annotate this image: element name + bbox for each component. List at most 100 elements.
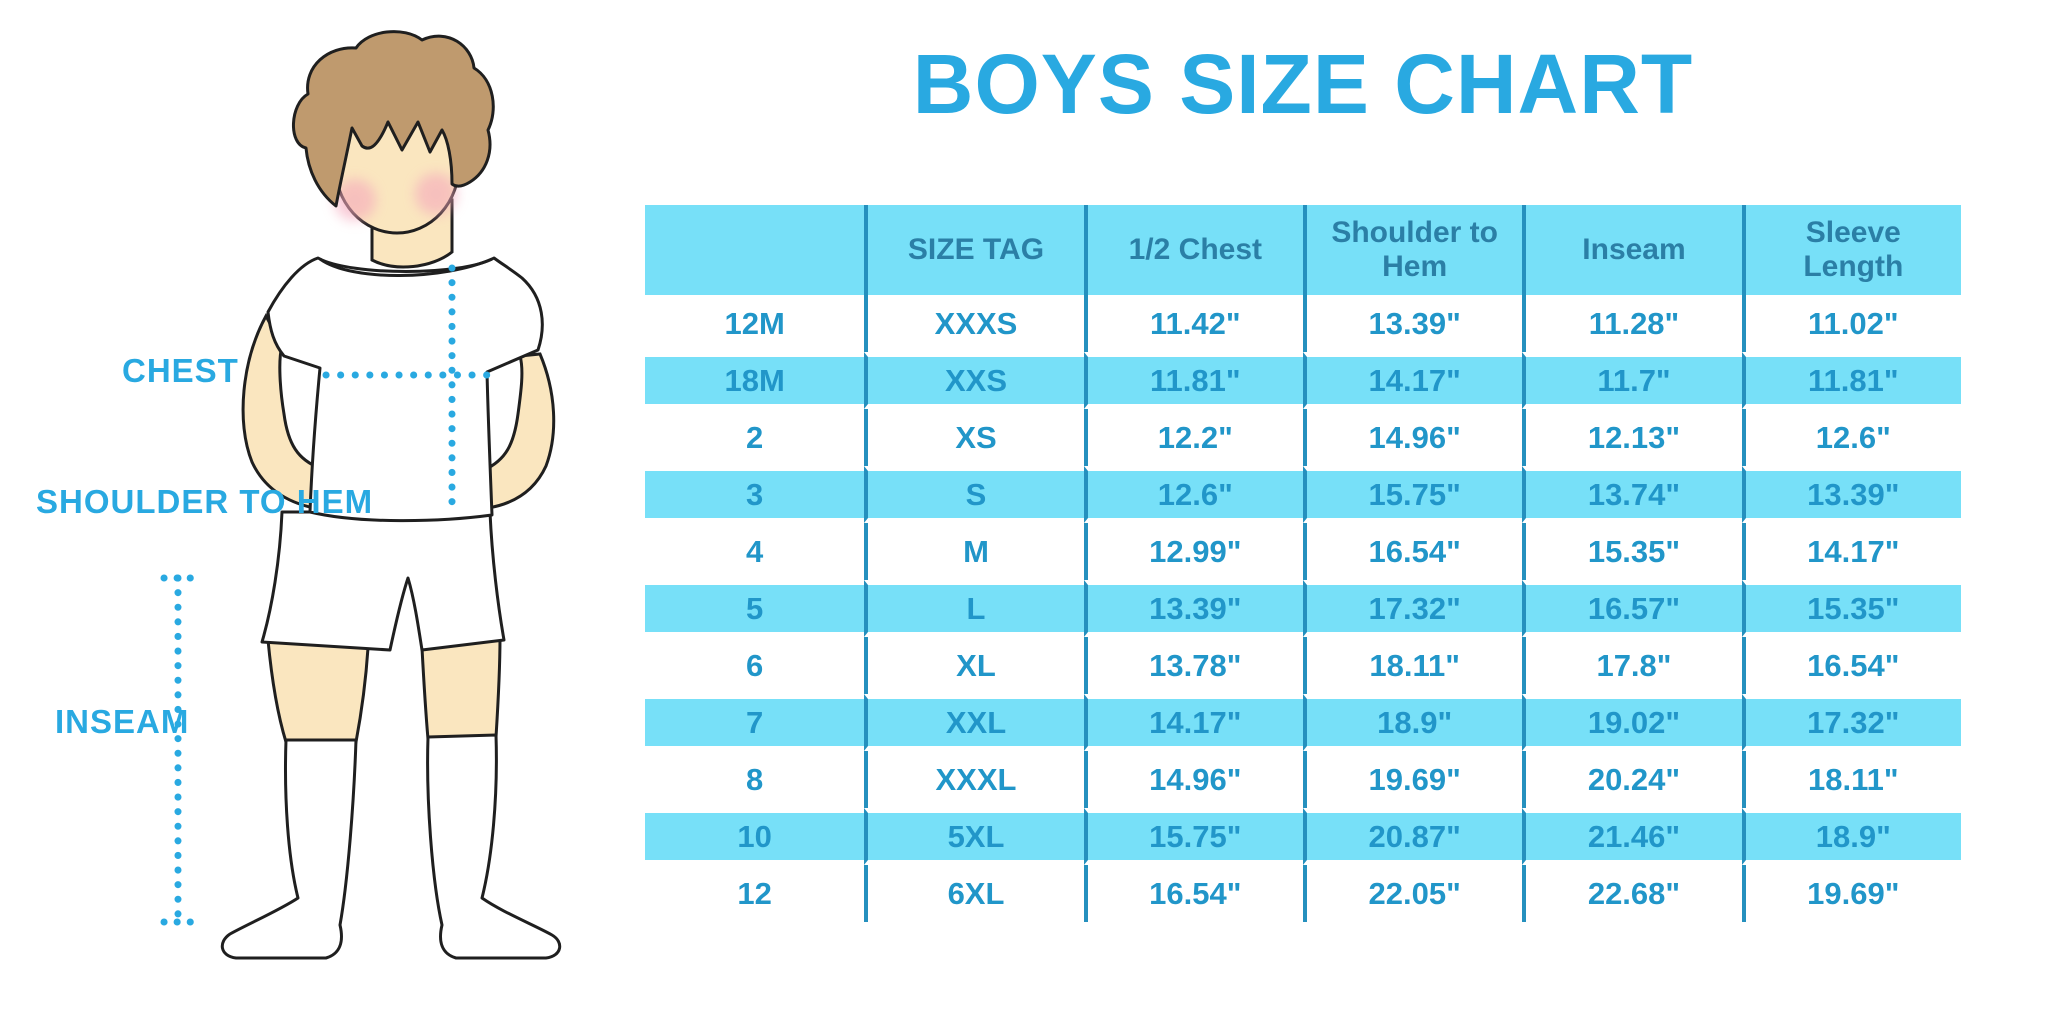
table-row-5: 5 L 13.39" 17.32" 16.57" 15.35": [645, 580, 1961, 637]
table-row-6: 6 XL 13.78" 18.11" 17.8" 16.54": [645, 637, 1961, 694]
measurement-cell: 17.32": [1302, 580, 1523, 637]
column-header-shoulder-to-hem: Shoulder to Hem: [1302, 205, 1523, 295]
column-header-blank: [645, 205, 865, 295]
table-row-18m: 18M XXS 11.81" 14.17" 11.7" 11.81": [645, 352, 1961, 409]
boy-leg-right: [420, 636, 502, 741]
shoulder-to-hem-label: SHOULDER TO HEM: [36, 483, 374, 520]
column-header-size-tag: SIZE TAG: [864, 205, 1084, 295]
table-row-3: 3 S 12.6" 15.75" 13.74" 13.39": [645, 466, 1961, 523]
measurement-cell: 19.69": [1741, 865, 1961, 922]
measurement-cell: 13.39": [1741, 466, 1961, 523]
boy-sock-left: [220, 738, 358, 960]
boy-hair: [292, 30, 495, 208]
measurement-cell: 14.17": [1083, 694, 1303, 751]
measurement-cell: 16.54": [1083, 865, 1303, 922]
measurement-cell: 22.68": [1522, 865, 1742, 922]
measurement-cell: 6XL: [864, 865, 1084, 922]
table-row-12m: 12M XXXS 11.42" 13.39" 11.28" 11.02": [645, 295, 1961, 352]
size-table-header-row: SIZE TAG 1/2 Chest Shoulder to Hem Inseam Sl…: [645, 205, 1961, 295]
boy-illustration: [160, 30, 562, 960]
boy-leg-left: [266, 638, 370, 744]
boy-shorts: [260, 510, 506, 652]
measurement-cell: XL: [864, 637, 1084, 694]
boy-arm-right: [482, 352, 556, 510]
measurement-cell: 15.75": [1302, 466, 1523, 523]
size-cell: 6: [645, 637, 865, 694]
measurement-cell: 21.46": [1522, 808, 1742, 865]
measurement-cell: 19.69": [1302, 751, 1523, 808]
measurement-cell: L: [864, 580, 1084, 637]
measurement-cell: 11.7": [1522, 352, 1742, 409]
measurement-cell: 17.32": [1741, 694, 1961, 751]
size-cell: 12: [645, 865, 865, 922]
boy-shirt-collar: [319, 257, 493, 277]
inseam-measure-line: [160, 574, 204, 926]
column-header-1-2-chest: 1/2 Chest: [1083, 205, 1303, 295]
size-cell: 3: [645, 466, 865, 523]
chest-label: CHEST: [122, 352, 239, 389]
column-header-inseam: Inseam: [1522, 205, 1742, 295]
measurement-cell: 14.17": [1302, 352, 1523, 409]
measurement-cell: 12.2": [1083, 409, 1303, 466]
measurement-cell: 13.39": [1083, 580, 1303, 637]
inseam-label: INSEAM: [55, 703, 190, 740]
measurement-cell: XXXL: [864, 751, 1084, 808]
size-cell: 7: [645, 694, 865, 751]
measurement-cell: 14.17": [1741, 523, 1961, 580]
measurement-cell: 11.42": [1083, 295, 1303, 352]
measurement-cell: 18.9": [1741, 808, 1961, 865]
measurement-cell: 12.99": [1083, 523, 1303, 580]
size-table-header: SIZE TAG 1/2 Chest Shoulder to Hem Inseam Sl…: [645, 205, 1961, 295]
measurement-cell: 15.35": [1522, 523, 1742, 580]
measurement-cell: 19.02": [1522, 694, 1742, 751]
boy-blush-right: [415, 173, 457, 215]
table-row-7: 7 XXL 14.17" 18.9" 19.02" 17.32": [645, 694, 1961, 751]
measurement-cell: 15.75": [1083, 808, 1303, 865]
measurement-cell: 16.57": [1522, 580, 1742, 637]
measurement-cell: 20.87": [1302, 808, 1523, 865]
measurement-cell: 18.9": [1302, 694, 1523, 751]
table-row-10: 10 5XL 15.75" 20.87" 21.46" 18.9": [645, 808, 1961, 865]
measurement-cell: 11.02": [1741, 295, 1961, 352]
size-cell: 18M: [645, 352, 865, 409]
measurement-cell: 17.8": [1522, 637, 1742, 694]
measurement-cell: 11.28": [1522, 295, 1742, 352]
column-header-sleeve-length: Sleeve Length: [1741, 205, 1961, 295]
measurement-cell: 13.78": [1083, 637, 1303, 694]
measurement-cell: 12.6": [1083, 466, 1303, 523]
measurement-cell: 12.13": [1522, 409, 1742, 466]
size-cell: 12M: [645, 295, 865, 352]
measurement-cell: XXXS: [864, 295, 1084, 352]
size-cell: 10: [645, 808, 865, 865]
measurement-cell: 11.81": [1083, 352, 1303, 409]
boy-shirt: [266, 256, 544, 523]
table-row-4: 4 M 12.99" 16.54" 15.35" 14.17": [645, 523, 1961, 580]
measurement-cell: 11.81": [1741, 352, 1961, 409]
size-cell: 8: [645, 751, 865, 808]
size-cell: 2: [645, 409, 865, 466]
size-cell: 5: [645, 580, 865, 637]
table-row-2: 2 XS 12.2" 14.96" 12.13" 12.6": [645, 409, 1961, 466]
measurement-cell: 13.74": [1522, 466, 1742, 523]
measurement-cell: 16.54": [1302, 523, 1523, 580]
boy-sock-right: [426, 733, 562, 960]
measurement-cell: 13.39": [1302, 295, 1523, 352]
table-row-12: 12 6XL 16.54" 22.05" 22.68" 19.69": [645, 865, 1961, 922]
measurement-cell: 20.24": [1522, 751, 1742, 808]
measurement-cell: XXS: [864, 352, 1084, 409]
measurement-cell: 18.11": [1302, 637, 1523, 694]
table-row-8: 8 XXXL 14.96" 19.69" 20.24" 18.11": [645, 751, 1961, 808]
measurement-cell: 5XL: [864, 808, 1084, 865]
measurement-cell: 18.11": [1741, 751, 1961, 808]
measurement-cell: M: [864, 523, 1084, 580]
measurement-cell: XXL: [864, 694, 1084, 751]
size-table: SIZE TAG 1/2 Chest Shoulder to Hem Inseam Sl…: [645, 205, 1961, 922]
measurement-cell: 12.6": [1741, 409, 1961, 466]
measurement-cell: 22.05": [1302, 865, 1523, 922]
measurement-cell: XS: [864, 409, 1084, 466]
measurement-cell: 14.96": [1302, 409, 1523, 466]
boy-blush-left: [334, 179, 376, 221]
measurement-cell: 15.35": [1741, 580, 1961, 637]
measurement-cell: 14.96": [1083, 751, 1303, 808]
measurement-cell: S: [864, 466, 1084, 523]
